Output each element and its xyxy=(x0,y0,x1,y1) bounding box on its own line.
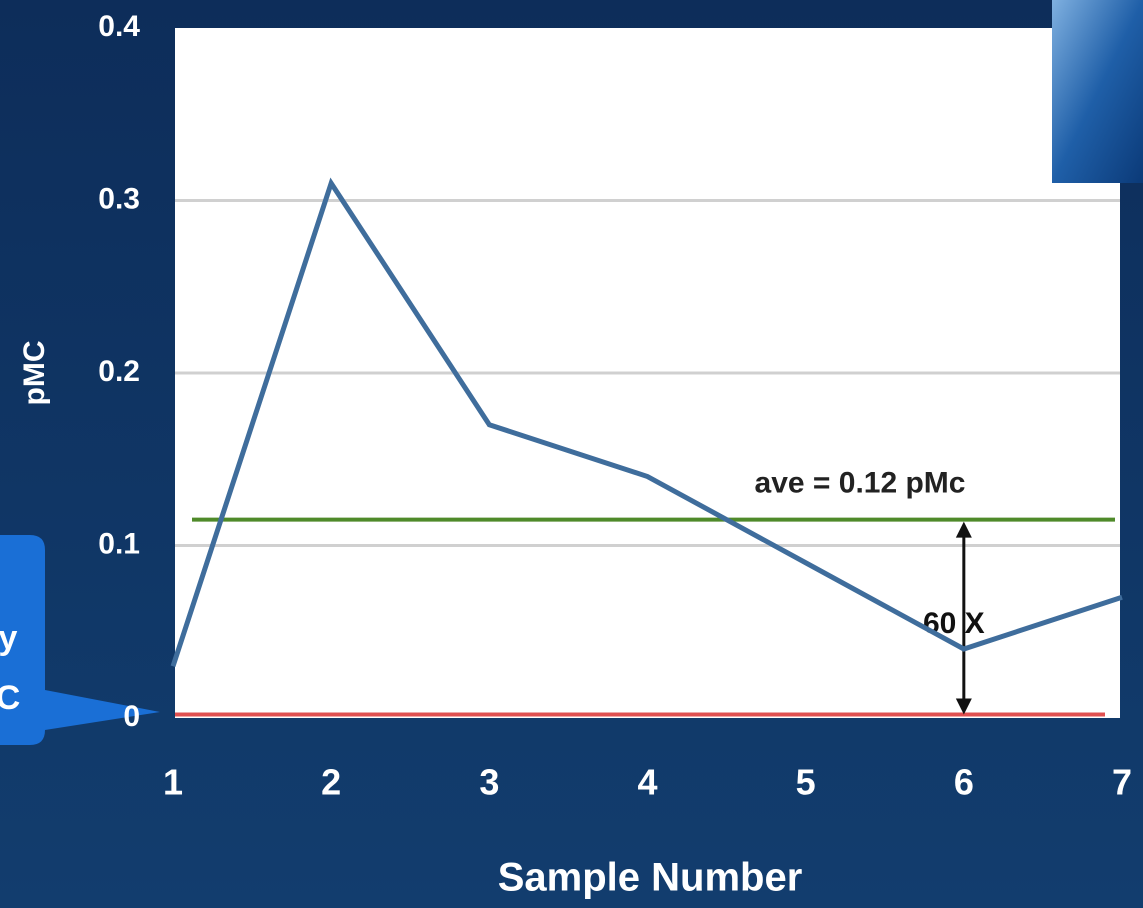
x-tick-label: 7 xyxy=(1112,762,1132,803)
y-axis-label: pMC xyxy=(18,341,51,406)
y-tick-label: 0.2 xyxy=(98,355,140,388)
y-tick-label: 0.1 xyxy=(98,527,140,560)
x-tick-label: 3 xyxy=(479,762,499,803)
x-tick-label: 1 xyxy=(163,762,183,803)
data-line xyxy=(170,177,1123,668)
y-tick-label: 0.4 xyxy=(98,10,140,43)
callout xyxy=(0,535,160,745)
callout-text: y xyxy=(0,619,18,657)
x-tick-label: 5 xyxy=(796,762,816,803)
callout-text: C xyxy=(0,679,20,717)
arrow-head xyxy=(955,521,972,538)
y-tick-label: 0 xyxy=(123,700,140,733)
x-tick-label: 6 xyxy=(954,762,974,803)
x-axis-label: Sample Number xyxy=(498,856,803,900)
x-tick-label: 2 xyxy=(321,762,341,803)
y-tick-label: 0.3 xyxy=(98,182,140,215)
reference-label: ave = 0.12 pMc xyxy=(755,467,966,500)
annotation: 60 X xyxy=(923,607,985,640)
arrow-head xyxy=(955,698,972,715)
x-tick-label: 4 xyxy=(637,762,657,803)
corner-image xyxy=(1052,0,1143,183)
